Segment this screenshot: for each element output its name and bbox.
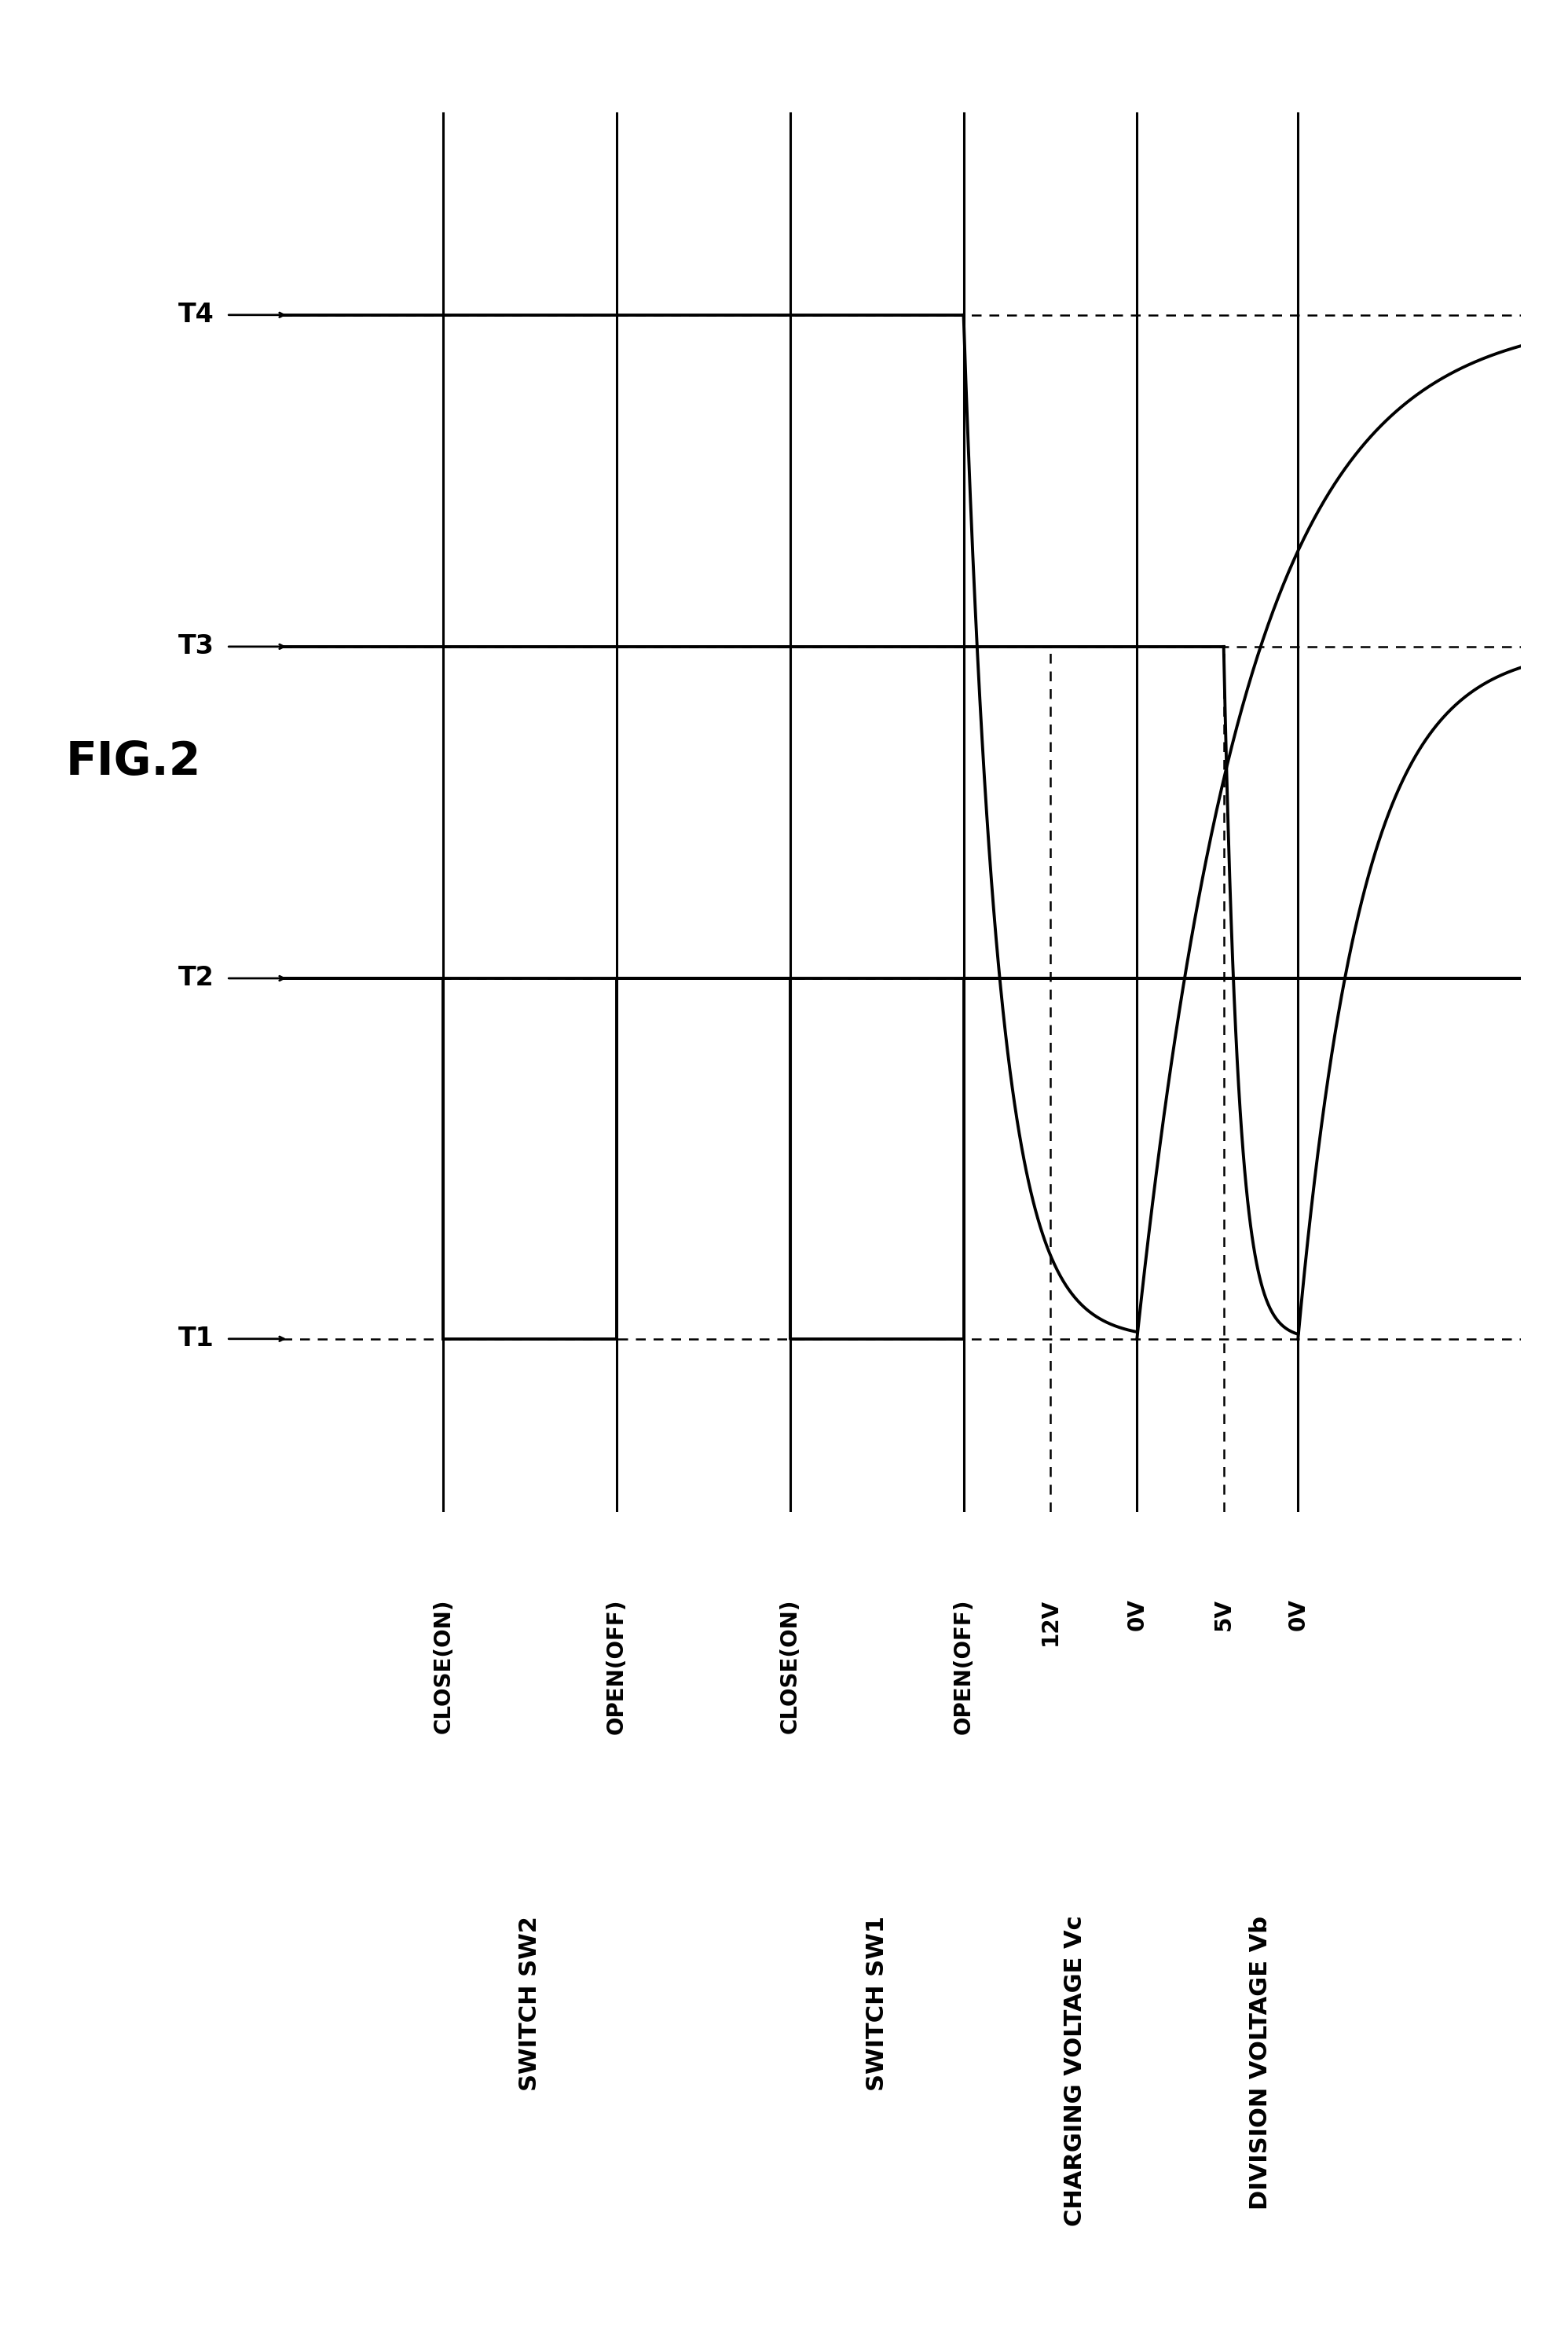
Text: OPEN(OFF): OPEN(OFF)	[605, 1598, 627, 1733]
Text: DIVISION VOLTAGE Vb: DIVISION VOLTAGE Vb	[1250, 1917, 1272, 2210]
Text: CLOSE(ON): CLOSE(ON)	[779, 1598, 801, 1733]
Text: T2: T2	[179, 965, 215, 991]
Text: 0V: 0V	[1126, 1598, 1148, 1631]
Text: 12V: 12V	[1040, 1598, 1062, 1647]
Text: 0V: 0V	[1287, 1598, 1309, 1631]
Text: 5V: 5V	[1212, 1598, 1234, 1631]
Text: SWITCH SW1: SWITCH SW1	[866, 1917, 887, 2091]
Text: T3: T3	[179, 633, 215, 661]
Text: OPEN(OFF): OPEN(OFF)	[952, 1598, 975, 1733]
Text: FIG.2: FIG.2	[66, 740, 201, 784]
Text: T4: T4	[179, 302, 215, 328]
Text: T1: T1	[179, 1326, 215, 1351]
Text: CHARGING VOLTAGE Vc: CHARGING VOLTAGE Vc	[1063, 1917, 1087, 2226]
Text: CLOSE(ON): CLOSE(ON)	[433, 1598, 455, 1733]
Text: SWITCH SW2: SWITCH SW2	[519, 1917, 541, 2091]
